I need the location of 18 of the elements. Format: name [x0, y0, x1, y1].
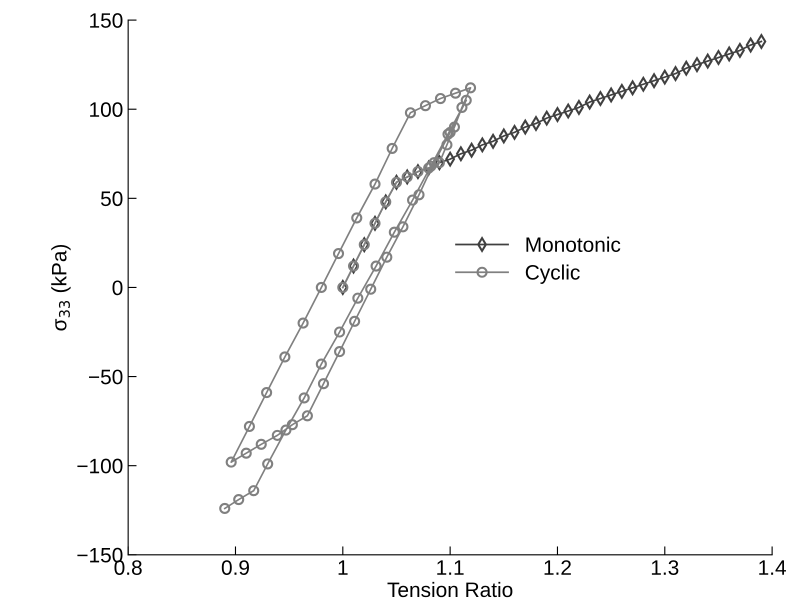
- x-tick-label: 0.8: [114, 560, 142, 575]
- x-tick-label: 1.1: [437, 560, 464, 575]
- y-tick-label: 50: [100, 191, 122, 206]
- y-tick-label: −50: [88, 370, 122, 384]
- y-tick-label: −150: [77, 548, 122, 563]
- x-tick-label: 1.4: [759, 560, 786, 575]
- x-axis-title: Tension Ratio: [388, 582, 512, 598]
- x-tick-label: 0.9: [222, 560, 249, 575]
- y-tick-label: −100: [77, 458, 122, 474]
- x-tick-label: 1.3: [652, 560, 678, 575]
- x-tick-label: 1: [338, 560, 348, 575]
- legend-label: Cyclic: [526, 264, 580, 284]
- y-tick-label: 150: [90, 13, 122, 28]
- y-tick-label: 0: [112, 280, 122, 296]
- legend-label: Monotonic: [526, 236, 620, 252]
- y-tick-label: 100: [90, 102, 122, 117]
- x-tick-label: 1.2: [544, 560, 571, 575]
- y-axis-title: σ$_{33}$ (kPa): [51, 244, 71, 331]
